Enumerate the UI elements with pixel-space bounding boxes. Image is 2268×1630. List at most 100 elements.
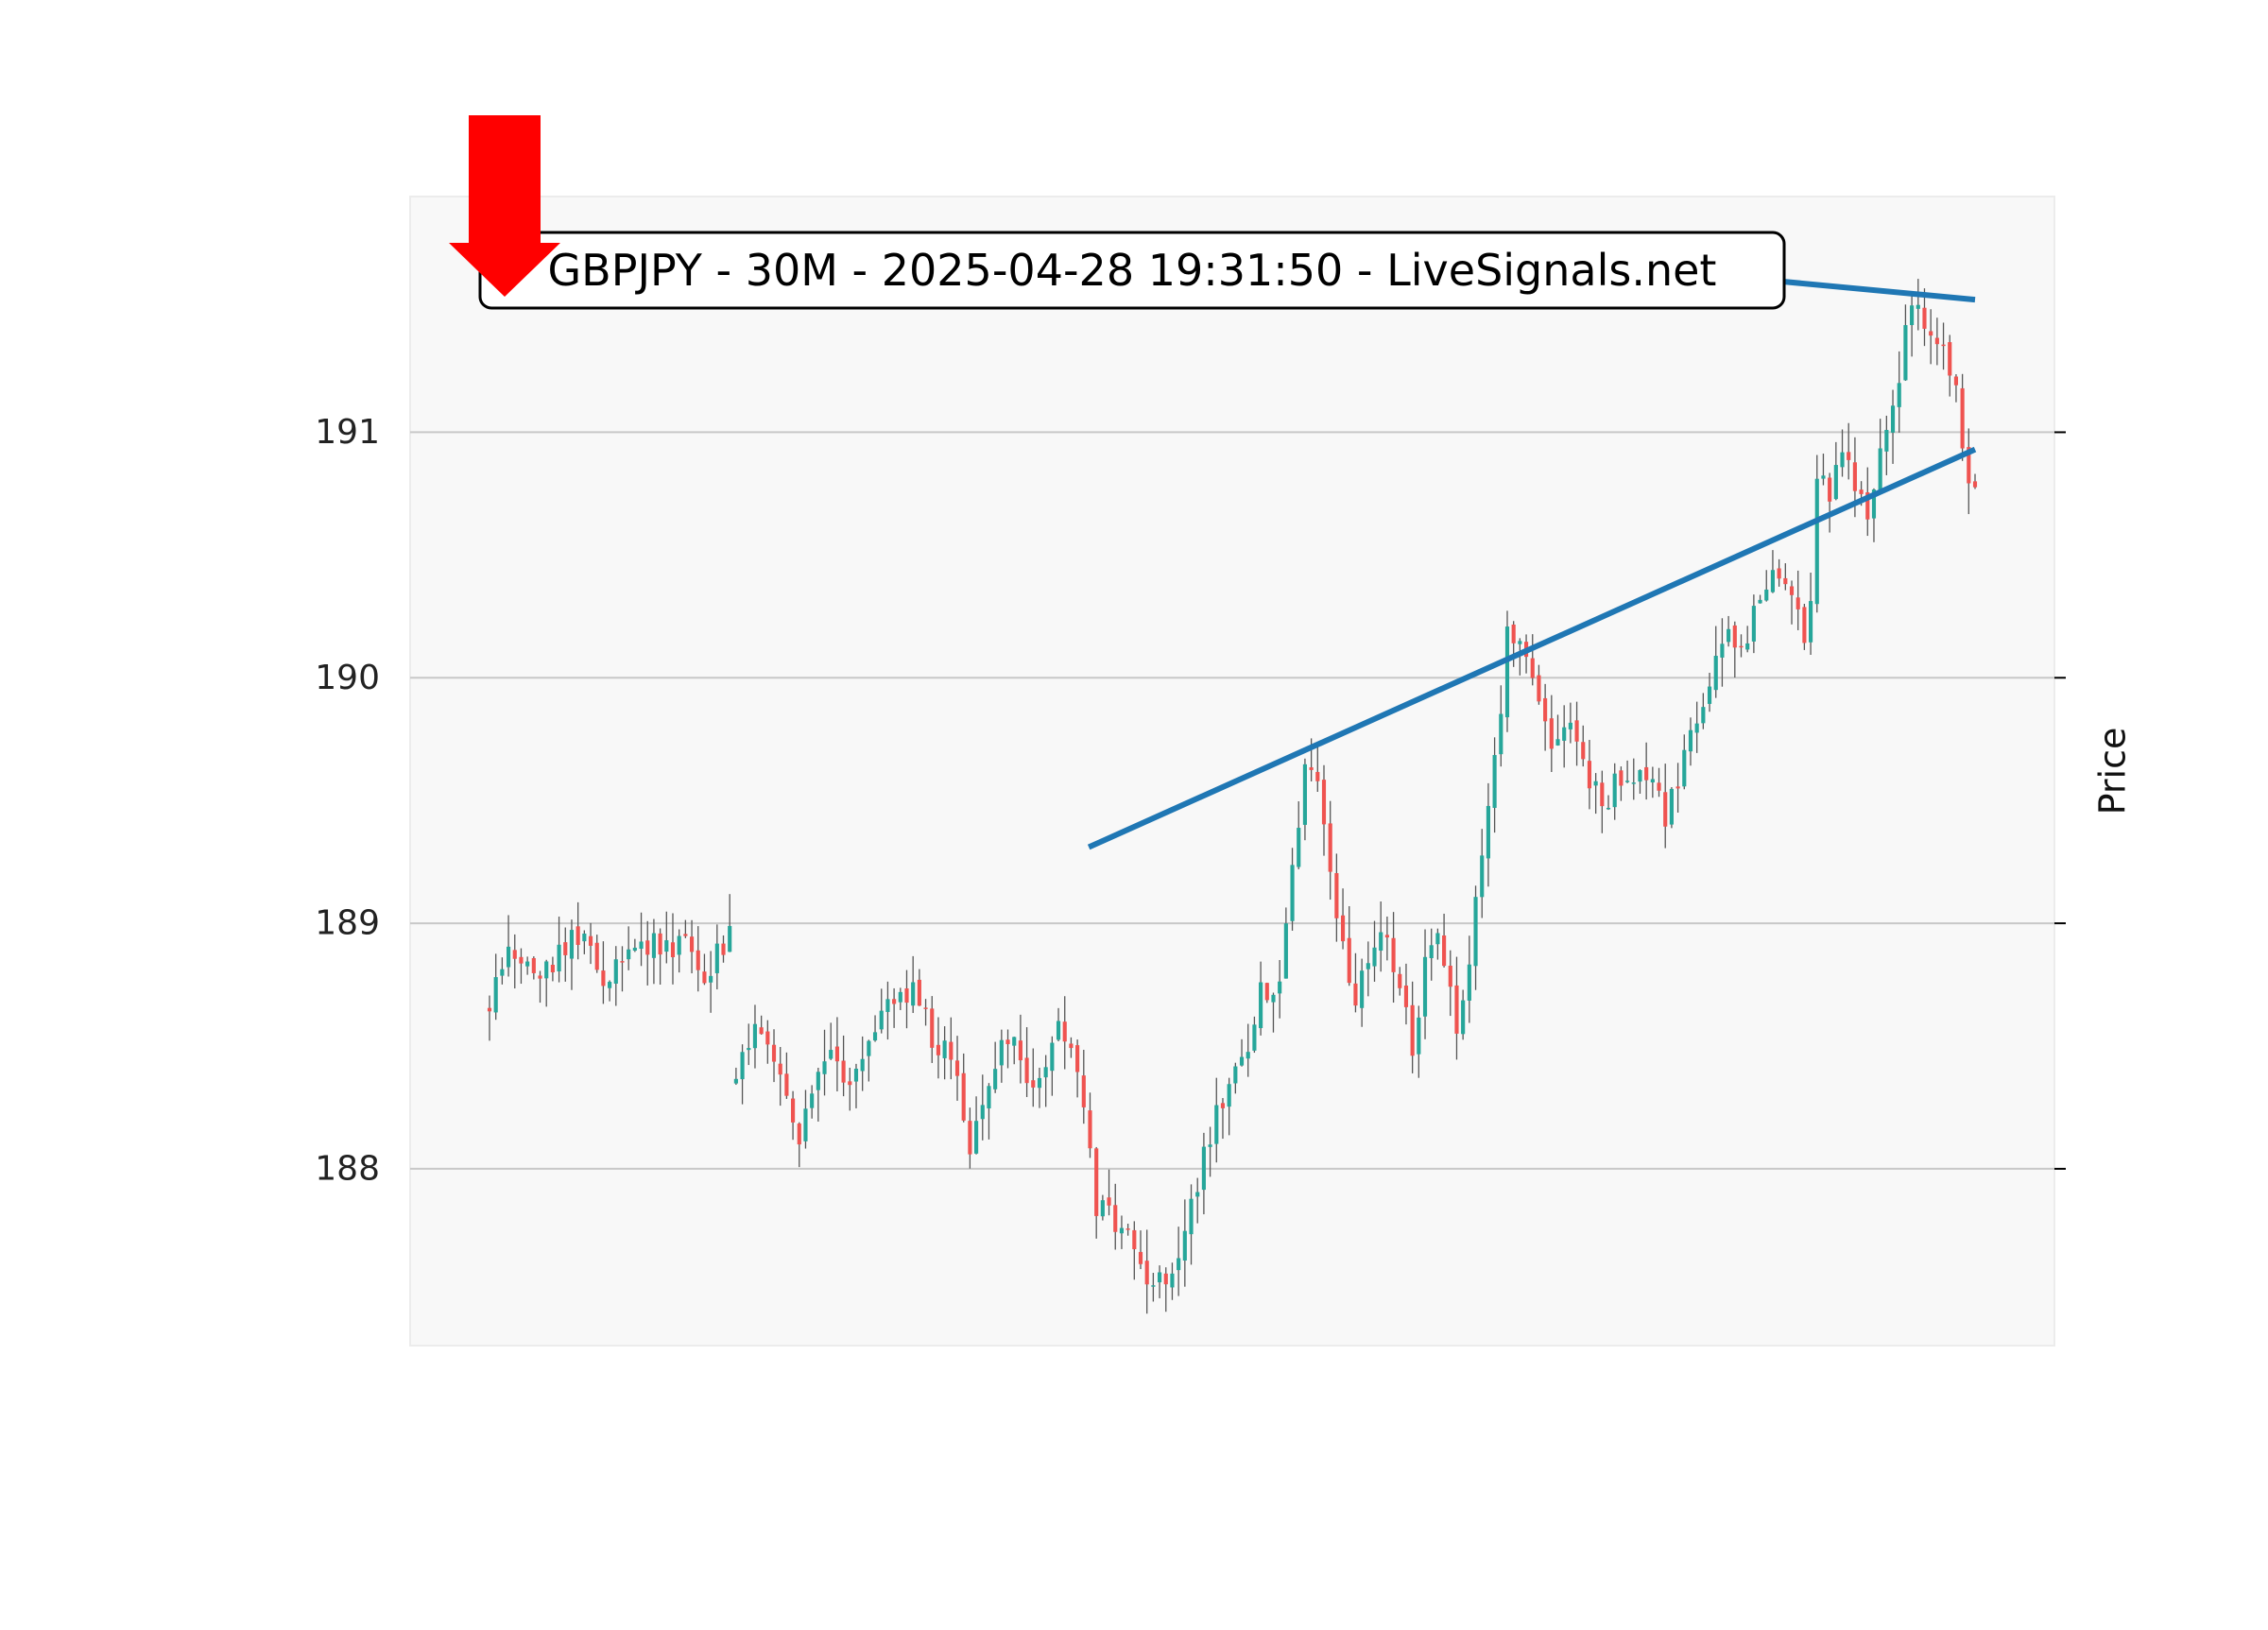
candle-body (1144, 1261, 1149, 1285)
candle-body (1727, 628, 1731, 643)
candle-body (1972, 481, 1978, 488)
candle-body (1278, 981, 1282, 994)
candle-body (1182, 1230, 1187, 1261)
candle-body (1638, 770, 1642, 782)
candle-body (980, 1105, 985, 1120)
candle-body (1366, 963, 1370, 969)
candle-body (1783, 577, 1788, 585)
candle-body (696, 950, 700, 970)
candle-body (1100, 1200, 1105, 1217)
candle-body (936, 1044, 941, 1055)
candle-body (1960, 387, 1965, 449)
candle-body (1809, 601, 1813, 643)
candle-body (911, 982, 916, 1006)
candle-body (1170, 1273, 1175, 1288)
candle-body (1233, 1066, 1238, 1084)
candle-body (1201, 1146, 1206, 1191)
candle-body (487, 1007, 492, 1012)
candle-body (1069, 1043, 1074, 1049)
candle-body (961, 1072, 966, 1121)
candle-body (1403, 986, 1409, 1007)
candle-body (1619, 770, 1624, 786)
candle-body (867, 1040, 871, 1056)
candle-body (1315, 771, 1320, 781)
plot-area (409, 196, 2055, 1347)
candle-body (1720, 643, 1725, 658)
candle-body (1847, 452, 1851, 460)
candle-body (576, 926, 580, 945)
candle-body (1701, 707, 1706, 724)
candle-body (904, 987, 909, 1004)
candle-body (1606, 807, 1611, 810)
support-trendline (1087, 446, 1977, 850)
candle-body (1486, 805, 1490, 859)
candle-body (1422, 956, 1428, 1017)
candle-body (1581, 742, 1586, 760)
candle-body (1631, 782, 1636, 784)
candle-body (771, 1044, 777, 1062)
candle-body (930, 1008, 935, 1048)
candle-body (1948, 342, 1952, 376)
candle-body (1094, 1148, 1099, 1216)
candle-body (1751, 606, 1756, 642)
candle-body (822, 1061, 827, 1074)
candle-body (803, 1108, 808, 1141)
candle-body (1429, 945, 1434, 958)
candle-body (1593, 781, 1598, 786)
candle-body (1941, 344, 1946, 347)
candle-body (1732, 625, 1737, 648)
candle-body (1334, 873, 1339, 918)
candle-body (892, 999, 897, 1004)
candle-body (632, 947, 637, 952)
candle-body (954, 1060, 960, 1076)
candle-body (1612, 773, 1617, 808)
candle-body (531, 957, 536, 973)
candle-body (1220, 1103, 1226, 1108)
candle-body (1062, 1021, 1067, 1042)
candle-body (1340, 915, 1346, 942)
candle-body (841, 1060, 846, 1083)
candle-body (702, 971, 707, 984)
candle-body (1663, 792, 1668, 827)
candle-body (1384, 935, 1389, 938)
candle-body (1113, 1205, 1118, 1232)
candle-body (563, 942, 568, 955)
candle-body (1764, 589, 1769, 601)
candle-body (1574, 720, 1579, 742)
candle-body (1132, 1229, 1137, 1250)
candlesticks (487, 279, 1978, 1314)
candle-body (923, 1007, 928, 1009)
candle-body (1081, 1075, 1086, 1107)
candle-body (1246, 1052, 1250, 1059)
candle-body (582, 934, 587, 942)
candle-body (872, 1032, 878, 1041)
candle-body (1890, 405, 1896, 433)
candle-body (500, 969, 505, 976)
candle-body (557, 944, 561, 972)
candle-body (1005, 1039, 1010, 1044)
candle-body (1530, 658, 1535, 678)
candle-body (1088, 1110, 1092, 1149)
candle-body (1833, 465, 1838, 500)
candle-body (645, 940, 650, 955)
chart-title: GBPJPY - 30M - 2025-04-28 19:31:50 - Liv… (548, 245, 1717, 296)
candle-body (512, 950, 517, 959)
candle-body (1119, 1227, 1125, 1234)
candle-body (1290, 865, 1295, 921)
candle-body (728, 925, 732, 952)
candle-body (670, 942, 676, 957)
candle-body (1568, 722, 1572, 729)
candle-body (1480, 855, 1485, 898)
candle-body (1821, 475, 1826, 479)
candle-body (834, 1046, 839, 1062)
candle-body (594, 942, 599, 970)
candle-body (1195, 1192, 1200, 1197)
candle-body (1372, 947, 1377, 967)
sell-arrow-icon (449, 115, 560, 297)
candle-body (1075, 1045, 1080, 1072)
candle-body (1043, 1067, 1048, 1078)
candle-body (1442, 935, 1447, 967)
candle-body (613, 959, 618, 984)
candle-body (1037, 1077, 1042, 1089)
candle-body (1745, 643, 1750, 650)
